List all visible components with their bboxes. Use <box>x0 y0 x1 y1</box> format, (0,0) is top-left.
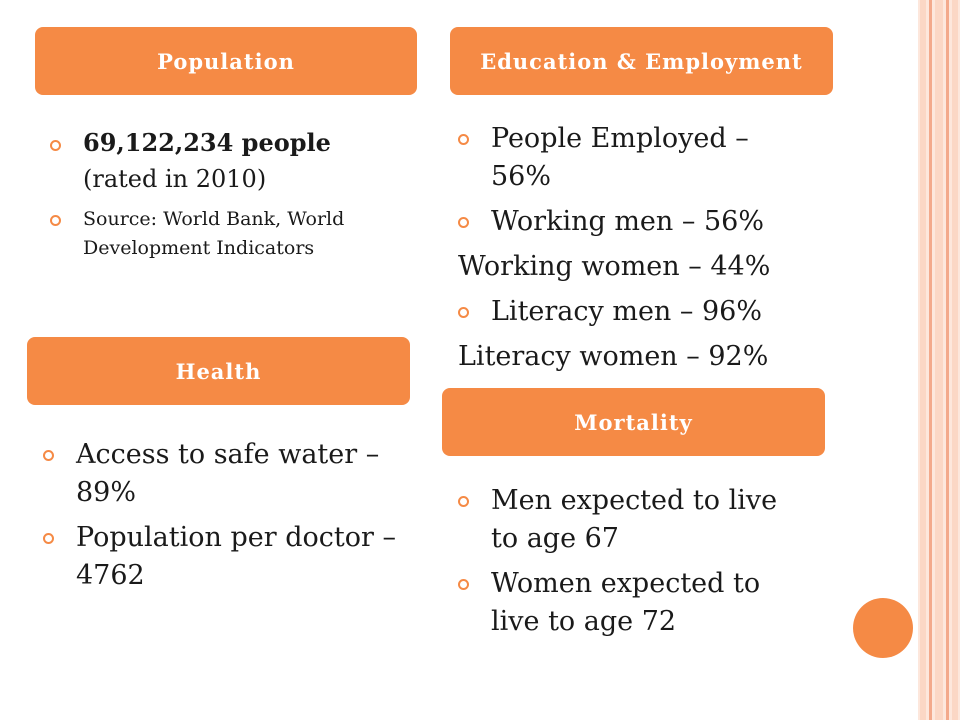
bullet-icon <box>50 215 61 226</box>
population-heading-label: Population <box>157 48 295 74</box>
working-women-text: Working women – 44% <box>458 251 771 282</box>
population-count-item: 69,122,234 people (rated in 2010) <box>50 125 370 197</box>
literacy-men-text: Literacy men – 96% <box>491 296 763 327</box>
employed-item: People Employed – 56% <box>458 120 798 196</box>
bullet-icon <box>458 134 469 145</box>
population-count: 69,122,234 people <box>83 128 331 157</box>
doctor-item: Population per doctor – 4762 <box>43 519 403 595</box>
bullet-icon <box>43 533 54 544</box>
bullet-icon <box>458 307 469 318</box>
working-women-item: Working women – 44% <box>458 248 798 286</box>
employed-text: People Employed – 56% <box>491 123 749 192</box>
health-list: Access to safe water – 89% Population pe… <box>43 436 403 602</box>
bullet-icon <box>50 140 61 151</box>
population-list: 69,122,234 people (rated in 2010) Source… <box>50 125 370 263</box>
bullet-icon <box>458 579 469 590</box>
population-source: Source: World Bank, World Development In… <box>83 208 345 259</box>
mortality-heading-label: Mortality <box>574 409 693 435</box>
population-heading: Population <box>35 27 417 95</box>
population-rated: (rated in 2010) <box>83 165 267 193</box>
decorative-circle <box>853 598 913 658</box>
doctor-text: Population per doctor – 4762 <box>76 522 396 591</box>
mortality-women-text: Women expected to live to age 72 <box>491 568 761 637</box>
mortality-men-item: Men expected to live to age 67 <box>458 482 788 558</box>
mortality-men-text: Men expected to live to age 67 <box>491 485 778 554</box>
literacy-men-item: Literacy men – 96% <box>458 293 798 331</box>
mortality-women-item: Women expected to live to age 72 <box>458 565 788 641</box>
health-heading: Health <box>27 337 410 405</box>
bullet-icon <box>458 496 469 507</box>
working-men-item: Working men – 56% <box>458 203 798 241</box>
education-list: People Employed – 56% Working men – 56% … <box>458 120 798 383</box>
bullet-icon <box>43 450 54 461</box>
health-heading-label: Health <box>175 358 262 384</box>
literacy-women-item: Literacy women – 92% <box>458 338 798 376</box>
water-item: Access to safe water – 89% <box>43 436 403 512</box>
mortality-heading: Mortality <box>442 388 825 456</box>
population-source-item: Source: World Bank, World Development In… <box>50 205 370 263</box>
education-heading-label: Education & Employment <box>480 48 803 74</box>
working-men-text: Working men – 56% <box>491 206 764 237</box>
bullet-icon <box>458 217 469 228</box>
water-text: Access to safe water – 89% <box>76 439 380 508</box>
decorative-stripes <box>918 0 960 720</box>
mortality-list: Men expected to live to age 67 Women exp… <box>458 482 788 648</box>
education-heading: Education & Employment <box>450 27 833 95</box>
literacy-women-text: Literacy women – 92% <box>458 341 769 372</box>
